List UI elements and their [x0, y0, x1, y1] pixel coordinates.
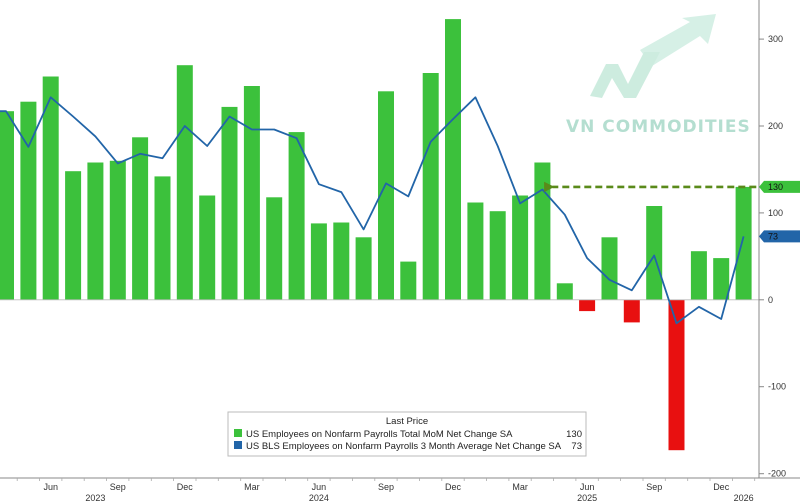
- bar: [556, 283, 573, 300]
- x-month-label: Jun: [43, 482, 58, 492]
- x-month-label: Dec: [713, 482, 730, 492]
- bar: [0, 111, 14, 300]
- bar: [243, 86, 260, 300]
- x-year-label: 2026: [734, 493, 754, 503]
- x-month-label: Mar: [512, 482, 528, 492]
- watermark-chevron-icon: [590, 52, 660, 98]
- x-month-label: Dec: [177, 482, 194, 492]
- y-tick-label: 100: [768, 208, 783, 218]
- bar: [713, 258, 730, 300]
- x-month-label: Sep: [378, 482, 394, 492]
- last-value-badge: [759, 180, 800, 193]
- bar: [735, 186, 752, 300]
- y-tick-label: 300: [768, 34, 783, 44]
- bar: [579, 299, 596, 312]
- bar-series: [0, 19, 752, 451]
- x-month-label: Sep: [110, 482, 126, 492]
- x-year-label: 2024: [309, 493, 329, 503]
- last-value-badge: [759, 230, 800, 243]
- bar: [489, 211, 506, 300]
- bar: [646, 206, 663, 300]
- x-month-label: Dec: [445, 482, 462, 492]
- bar: [445, 19, 461, 300]
- y-tick-label: -100: [768, 382, 786, 392]
- y-tick-label: 200: [768, 121, 783, 131]
- x-month-label: Jun: [312, 482, 327, 492]
- bar: [221, 106, 238, 300]
- bar: [199, 195, 216, 300]
- last-value-badge-text: 73: [768, 231, 778, 241]
- bar: [690, 251, 707, 300]
- bar: [400, 261, 417, 300]
- bar: [132, 137, 149, 300]
- bar: [601, 237, 618, 300]
- bar: [534, 162, 551, 300]
- line-series: [0, 96, 745, 325]
- y-tick-label: -200: [768, 469, 786, 479]
- bar: [266, 197, 283, 300]
- last-value-badges: 130 73: [759, 180, 800, 243]
- x-axis: Jun Sep Dec Mar Jun Sep Dec Mar Jun Sep Dec 2023 202…: [16, 478, 756, 503]
- x-year-label: 2025: [577, 493, 597, 503]
- x-month-label: Mar: [244, 482, 260, 492]
- bar: [623, 299, 640, 323]
- legend-label-avg: US BLS Employees on Nonfarm Payrolls 3 M…: [246, 441, 562, 452]
- bar: [288, 132, 305, 300]
- last-value-badge-text: 130: [768, 182, 783, 192]
- legend-swatch-mom: [234, 429, 242, 437]
- bar: [176, 65, 193, 300]
- bar: [422, 73, 439, 300]
- x-month-label: Jun: [580, 482, 595, 492]
- y-axis: -200 -100 0 100 200 300: [759, 34, 786, 479]
- y-tick-label: 0: [768, 295, 773, 305]
- legend-box: [227, 411, 587, 457]
- legend-value-mom: 130: [566, 429, 582, 440]
- bar: [378, 91, 394, 300]
- legend-value-avg: 73: [571, 441, 582, 452]
- watermark: VN COMMODITIES: [566, 14, 751, 137]
- watermark-text: VN COMMODITIES: [566, 117, 751, 137]
- x-month-label: Sep: [646, 482, 662, 492]
- legend-swatch-avg: [234, 441, 242, 449]
- bar: [65, 171, 82, 300]
- bar: [109, 160, 126, 300]
- bar: [333, 222, 350, 300]
- bar: [668, 299, 685, 451]
- bar: [512, 195, 529, 300]
- legend-title: Last Price: [386, 416, 428, 427]
- bar: [154, 176, 171, 300]
- x-year-label: 2023: [85, 493, 105, 503]
- bar: [87, 162, 104, 300]
- bar: [42, 76, 59, 300]
- bar: [20, 101, 37, 300]
- bar: [310, 223, 327, 300]
- average-line: [0, 96, 745, 325]
- legend-label-mom: US Employees on Nonfarm Payrolls Total M…: [246, 429, 513, 440]
- legend: Last Price US Employees on Nonfarm Payro…: [227, 411, 587, 457]
- bar: [467, 202, 484, 300]
- bar: [355, 237, 372, 300]
